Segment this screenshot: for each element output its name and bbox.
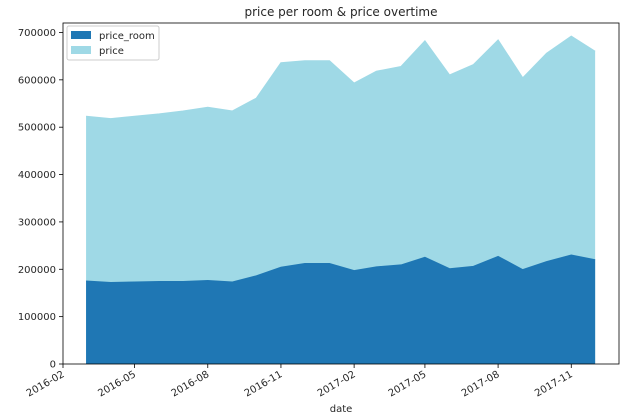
y-tick-label: 600000 xyxy=(18,75,56,86)
series-areas xyxy=(86,35,596,364)
y-axis-ticks: 0 100000 200000 300000 400000 500000 600000 700… xyxy=(18,28,63,371)
legend-label-price: price xyxy=(99,46,124,57)
y-tick-label: 300000 xyxy=(18,217,56,228)
x-tick-label: 2016-11 xyxy=(243,369,285,399)
x-tick-label: 2017-08 xyxy=(460,369,502,399)
y-tick-label: 700000 xyxy=(18,28,56,39)
x-axis-title: date xyxy=(330,404,353,415)
x-axis-ticks: 2016-02 2016-05 2016-08 2016-11 2017-02 2017-… xyxy=(25,364,575,399)
plot-frame xyxy=(62,22,620,365)
y-tick-label: 500000 xyxy=(18,123,56,134)
x-tick-label: 2017-02 xyxy=(316,369,358,399)
x-tick-label: 2017-05 xyxy=(387,369,429,399)
y-tick-label: 400000 xyxy=(18,170,56,181)
chart-title: price per room & price overtime xyxy=(244,5,437,19)
y-tick-label: 0 xyxy=(50,360,56,371)
legend: price_room price xyxy=(66,25,160,61)
legend-label-price-room: price_room xyxy=(99,31,155,42)
legend-swatch-price xyxy=(71,46,91,54)
x-tick-label: 2016-02 xyxy=(25,369,67,399)
y-tick-label: 200000 xyxy=(18,265,56,276)
area-price-room xyxy=(86,255,596,364)
axes xyxy=(62,22,620,365)
line-price xyxy=(86,35,596,120)
legend-swatch-price-room xyxy=(71,31,91,39)
line-price-room xyxy=(86,254,596,284)
x-tick-label: 2016-05 xyxy=(96,369,138,399)
x-tick-label: 2017-11 xyxy=(533,369,575,399)
x-tick-label: 2016-08 xyxy=(170,369,212,399)
y-tick-label: 100000 xyxy=(18,312,56,323)
